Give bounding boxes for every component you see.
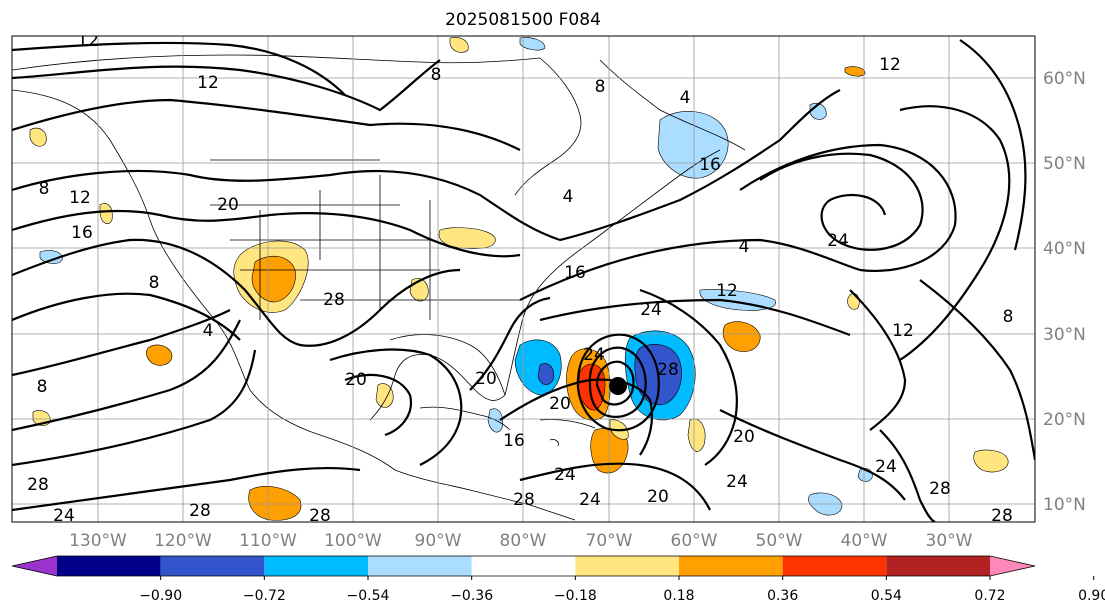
lon-label: 60°W [671,531,718,551]
contour-label: 24 [726,472,748,492]
colorbar-tick-label: −0.90 [139,588,182,604]
colorbar-extend-low [12,556,57,576]
colorbar-segment [264,556,368,576]
lat-label: 40°N [1043,239,1086,259]
colorbar-tick-label: 0.72 [974,588,1005,604]
contour-label: 28 [513,490,535,510]
contour-label: 16 [503,431,525,451]
lat-label: 10°N [1043,495,1086,515]
contour-label: 4 [203,321,214,341]
contour-label: 28 [657,360,679,380]
contour-label: 4 [563,187,574,207]
contour-label: 20 [733,427,755,447]
contour-label: 8 [1003,307,1014,327]
contour-label: 24 [583,345,605,365]
lon-label: 130°W [69,531,127,551]
lon-label: 50°W [756,531,803,551]
height-contours [12,39,1035,522]
contour-label: 12 [197,73,219,93]
colorbar-tick-label: −0.18 [554,588,597,604]
contour-label: 12 [69,188,91,208]
contour-label: 16 [699,155,721,175]
lat-label: 30°N [1043,325,1086,345]
contour-label: 24 [875,457,897,477]
contour-label: 12 [716,281,738,301]
contour-label: 12 [892,321,914,341]
lon-label: 90°W [415,531,462,551]
contour-label: 4 [680,88,691,108]
colorbar-outline [11,555,1036,577]
contour-label: 28 [323,290,345,310]
contour-label: 24 [554,465,576,485]
contour-label: 8 [37,377,48,397]
map-frame [11,35,1036,523]
lon-label: 40°W [841,531,888,551]
contour-label: 24 [53,506,75,526]
colorbar-tick-label: −0.54 [347,588,390,604]
contour-label: 8 [595,77,606,97]
colorbar-segment [886,556,990,576]
colorbar-segment [575,556,679,576]
colorbar: −0.90 −0.72 −0.54 −0.36 −0.18 0.18 0.36 0.54 0.7… [11,555,1105,604]
colorbar-segment [368,556,472,576]
lon-label: 70°W [586,531,633,551]
contour-label: 20 [475,369,497,389]
colorbar-segment [160,556,265,576]
colorbar-segment [471,556,576,576]
lat-label: 20°N [1043,410,1086,430]
colorbar-tick-label: −0.36 [450,588,493,604]
colorbar-tick-label: 0.18 [663,588,694,604]
contour-label: 28 [309,506,331,526]
contour-label: 16 [71,223,93,243]
colorbar-segment [782,556,887,576]
contour-label: 12 [879,55,901,75]
colorbar-tick-label: 0.36 [767,588,798,604]
contour-label: 16 [564,263,586,283]
contour-label: 28 [189,501,211,521]
contour-label: 20 [217,195,239,215]
colorbar-tick-label: 0.54 [871,588,902,604]
colorbar-segment [679,556,783,576]
latitude-axis: 60°N 50°N 40°N 30°N 20°N 10°N [1043,69,1086,515]
contour-label: 28 [27,475,49,495]
contour-label: 4 [739,237,750,257]
colorbar-tick-label: 0.90 [1078,588,1105,604]
map-panel: 12 12 8 8 4 4 12 20 16 12 8 8 8 4 24 12 … [12,31,1035,526]
graticule [12,36,1035,522]
lon-label: 30°W [926,531,973,551]
contour-label: 8 [431,65,442,85]
lon-label: 120°W [154,531,212,551]
contour-label: 20 [647,487,669,507]
longitude-axis: 130°W 120°W 110°W 100°W 90°W 80°W 70°W 6… [69,531,973,551]
colorbar-tick-label: −0.72 [243,588,286,604]
contour-label: 24 [827,231,849,251]
coastlines [12,54,746,521]
storm-center-marker [609,377,627,395]
lon-label: 110°W [239,531,297,551]
colorbar-segment [57,556,161,576]
contour-label: 8 [149,273,160,293]
map-title: 2025081500 F084 [445,10,601,30]
contour-label: 24 [640,300,662,320]
contour-label: 12 [77,31,99,51]
lon-label: 80°W [500,531,547,551]
contour-label: 24 [579,490,601,510]
contour-label: 20 [549,394,571,414]
contour-labels: 12 12 8 8 4 4 12 20 16 12 8 8 8 4 24 12 … [27,31,1014,526]
lon-label: 100°W [324,531,382,551]
lat-label: 60°N [1043,69,1086,89]
contour-label: 28 [929,479,951,499]
colorbar-extend-high [990,556,1035,576]
contour-label: 28 [991,506,1013,526]
lat-label: 50°N [1043,154,1086,174]
contour-label: 8 [39,179,50,199]
contour-label: 20 [345,370,367,390]
